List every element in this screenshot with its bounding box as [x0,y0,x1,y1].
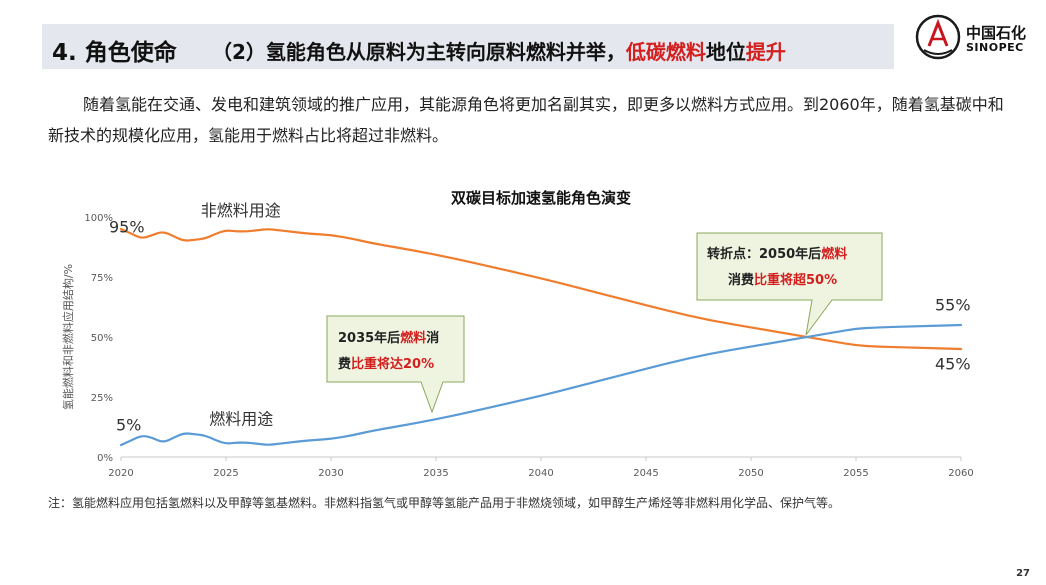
start-label-non-fuel: 95% [109,218,145,237]
y-tick-label: 100% [84,213,113,224]
slide-subtitle: （2）氢能角色从原料为主转向原料燃料并举，低碳燃料地位提升 [212,36,786,65]
series-line-fuel [119,323,963,447]
callout-2050-line2: 消费比重将超50% [728,272,837,288]
logo-text-cn: 中国石化 [966,24,1027,42]
page-number: 27 [1016,568,1030,579]
x-tick-label: 2055 [843,468,868,479]
x-tick-label: 2020 [108,468,133,479]
y-tick-label: 25% [91,393,113,404]
x-tick-label: 2040 [528,468,553,479]
x-tick-label: 2060 [948,468,973,479]
subtitle-highlight-low-carbon: 低碳燃料 [625,40,706,64]
callout-2050-box [696,232,883,336]
sinopec-logo-icon [915,14,961,60]
chart-title: 双碳目标加速氢能角色演变 [451,189,631,207]
y-axis-label: 氢能燃料和非燃料应用结构/% [61,264,75,410]
y-tick-label: 75% [91,273,113,284]
subtitle-middle: 地位 [705,40,746,64]
subtitle-highlight-rise: 提升 [745,40,786,64]
section-label: 4. 角色使命 [52,40,177,66]
x-tick-label: 2035 [423,468,448,479]
intro-paragraph: 随着氢能在交通、发电和建筑领域的推广应用，其能源角色将更加名副其实，即更多以燃料… [48,95,1004,145]
callout-2035-line1: 2035年后燃料消 [338,330,439,346]
end-label-fuel: 55% [935,296,971,315]
title-bar [42,24,894,69]
start-label-fuel: 5% [116,416,141,435]
y-tick-label: 50% [91,333,113,344]
x-tick-label: 2045 [633,468,658,479]
callout-2035-line2: 费比重将达20% [338,356,434,372]
end-label-non-fuel: 45% [935,354,971,373]
series-label-fuel: 燃料用途 [209,410,273,429]
x-tick-label: 2025 [213,468,238,479]
series-label-non-fuel: 非燃料用途 [201,201,281,220]
y-tick-label: 0% [97,453,113,464]
x-tick-label: 2030 [318,468,343,479]
x-tick-label: 2050 [738,468,763,479]
logo-text-en: SINOPEC [966,41,1024,54]
series-line-non-fuel [119,227,963,351]
chart-footnote: 注：氢能燃料应用包括氢燃料以及甲醇等氢基燃料。非燃料指氢气或甲醇等氢能产品用于非… [48,496,841,510]
callout-2050-line1: 转折点：2050年后燃料 [707,246,847,262]
subtitle-prefix: （2）氢能角色从原料为主转向原料燃料并举， [212,40,626,64]
callout-2035-box [326,315,465,414]
